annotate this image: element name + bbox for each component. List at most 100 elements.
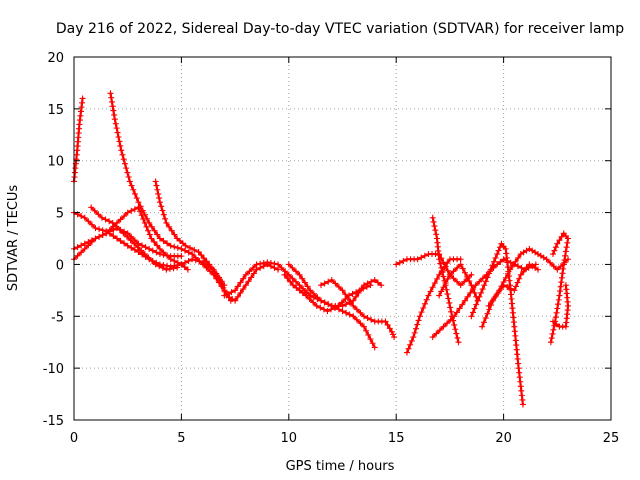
data-point	[331, 304, 338, 311]
series-sat-k	[318, 276, 398, 341]
data-point	[436, 327, 443, 334]
data-point	[310, 290, 317, 297]
data-point	[110, 107, 117, 114]
data-point	[250, 270, 257, 277]
data-point	[79, 95, 86, 102]
data-point	[436, 292, 443, 299]
y-tick-label: 0	[56, 258, 64, 273]
data-point	[481, 282, 488, 289]
data-point	[360, 323, 367, 330]
data-point	[232, 287, 239, 294]
data-point	[500, 279, 507, 286]
data-point	[431, 223, 438, 230]
data-point	[468, 313, 475, 320]
data-point	[490, 258, 497, 265]
y-tick-label: -10	[43, 362, 64, 377]
data-point	[356, 287, 363, 294]
data-point	[138, 212, 145, 219]
data-point	[178, 253, 185, 260]
data-point	[418, 254, 425, 261]
x-tick-label: 25	[603, 431, 620, 446]
data-point	[124, 169, 131, 176]
data-point	[461, 269, 468, 276]
data-point	[350, 297, 357, 304]
x-tick-label: 20	[495, 431, 512, 446]
data-point	[224, 290, 231, 297]
data-point	[350, 313, 357, 320]
data-point	[171, 231, 178, 238]
series-sat-c	[152, 178, 282, 304]
data-point	[562, 252, 569, 259]
data-point	[335, 283, 342, 290]
data-point	[476, 278, 483, 285]
data-point	[325, 301, 332, 308]
data-point	[558, 233, 565, 240]
data-point	[289, 275, 296, 282]
data-point	[106, 228, 113, 235]
series-sat-i	[285, 261, 378, 351]
data-point	[557, 288, 564, 295]
data-point	[106, 218, 113, 225]
data-point	[128, 207, 135, 214]
data-point	[155, 190, 162, 197]
x-tick-label: 5	[177, 431, 185, 446]
data-point	[141, 251, 148, 258]
series-sat-g	[88, 204, 181, 273]
series-sat-f	[71, 225, 185, 263]
series-sat-s	[485, 245, 572, 309]
data-point	[450, 275, 457, 282]
data-point	[156, 245, 163, 252]
data-point	[408, 337, 415, 344]
data-point	[123, 233, 130, 240]
data-point	[287, 278, 294, 285]
data-point	[496, 287, 503, 294]
data-point	[562, 282, 569, 289]
data-point	[357, 309, 364, 316]
data-point	[407, 341, 414, 348]
data-point	[558, 274, 565, 281]
data-point	[438, 288, 445, 295]
data-point	[107, 90, 114, 97]
data-point	[400, 257, 407, 264]
data-point	[486, 306, 493, 313]
y-tick-label: -15	[43, 414, 64, 429]
data-point	[433, 330, 440, 337]
data-point	[275, 261, 282, 268]
data-point	[306, 296, 313, 302]
data-point	[553, 309, 560, 316]
data-point	[438, 264, 445, 271]
data-point	[131, 206, 138, 213]
y-tick-label: 5	[56, 207, 64, 222]
data-point	[550, 251, 557, 258]
data-point	[479, 286, 486, 293]
data-point	[349, 290, 356, 297]
data-point	[554, 240, 561, 247]
data-point	[292, 268, 299, 275]
data-point	[441, 264, 448, 271]
data-point	[166, 265, 173, 272]
data-point	[558, 279, 565, 286]
data-point	[504, 270, 511, 277]
data-point	[253, 266, 260, 273]
data-point	[484, 310, 491, 317]
data-point	[159, 207, 166, 214]
data-point	[168, 227, 175, 234]
data-point	[114, 129, 121, 136]
data-point	[232, 297, 239, 304]
data-point	[138, 247, 145, 254]
data-point	[469, 309, 476, 316]
data-point	[196, 258, 203, 265]
data-point	[124, 242, 131, 249]
data-point	[218, 278, 225, 285]
data-point	[96, 226, 103, 233]
data-point	[164, 252, 171, 259]
y-tick-label: 10	[47, 155, 64, 170]
data-point	[296, 271, 303, 278]
data-point	[117, 237, 124, 244]
data-point	[554, 305, 561, 312]
data-point	[154, 242, 161, 249]
data-point	[119, 151, 126, 158]
data-point	[117, 142, 124, 149]
data-point	[548, 335, 555, 342]
data-point	[367, 282, 374, 289]
